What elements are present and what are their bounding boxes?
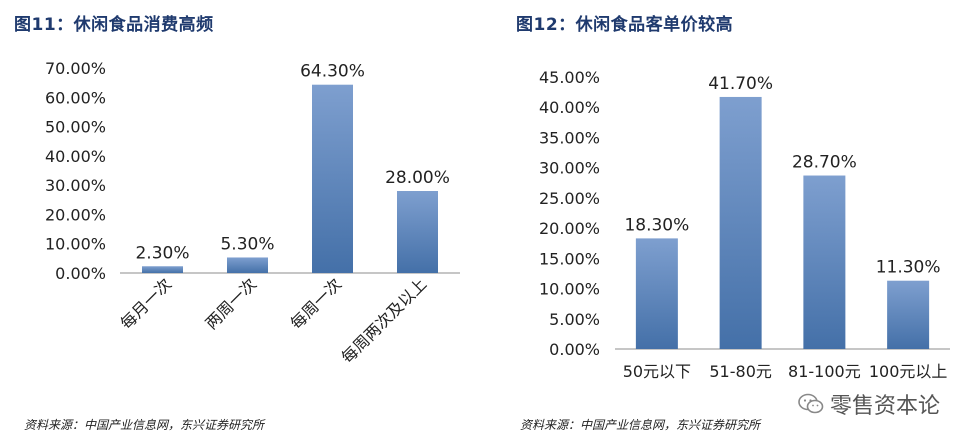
wechat-icon [798, 393, 824, 415]
chart2-bar [803, 175, 846, 349]
chart2-bar [719, 96, 762, 350]
chart2-category-label: 81-100元 [788, 362, 861, 381]
chart2-y-tick-label: 20.00% [539, 219, 600, 238]
watermark-text: 零售资本论 [830, 394, 941, 419]
chart2-category-label: 50元以下 [623, 362, 691, 381]
chart2-y-tick-label: 0.00% [549, 340, 600, 359]
chart1-y-tick-label: 20.00% [45, 205, 106, 224]
chart1-y-tick-label: 50.00% [45, 118, 106, 137]
chart1-data-label: 64.30% [300, 62, 365, 82]
chart1-category-label: 每周两次及以上 [338, 274, 431, 367]
chart1-y-tick-label: 10.00% [45, 235, 106, 254]
chart2-data-label: 11.30% [876, 258, 941, 278]
chart1-bar [312, 84, 353, 273]
chart1-y-tick-label: 70.00% [45, 59, 106, 78]
chart1-y-tick-label: 40.00% [45, 147, 106, 166]
chart2-y-tick-label: 30.00% [539, 159, 600, 178]
chart1-category-label: 每月一次 [117, 274, 176, 333]
chart2-y-tick-label: 10.00% [539, 280, 600, 299]
chart2-y-tick-label: 45.00% [539, 68, 600, 87]
chart1-bar [397, 191, 438, 273]
chart2-y-tick-label: 35.00% [539, 128, 600, 147]
chart2-y-tick-label: 15.00% [539, 249, 600, 268]
chart1-category-label: 每周一次 [287, 274, 346, 333]
chart2-data-label: 41.70% [708, 74, 773, 94]
chart2-y-tick-label: 5.00% [549, 310, 600, 329]
chart1-y-tick-label: 0.00% [55, 264, 106, 283]
chart2-bar [887, 280, 930, 349]
chart1-category-label: 两周一次 [202, 274, 261, 333]
chart2-data-label: 28.70% [792, 153, 857, 173]
figure-11-source: 资料来源：中国产业信息网，东兴证券研究所 [24, 418, 265, 432]
chart1-data-label: 2.30% [135, 243, 189, 263]
chart2-bar [635, 238, 678, 349]
chart2-data-label: 18.30% [624, 215, 689, 235]
chart1-y-tick-label: 30.00% [45, 176, 106, 195]
chart1-bar [142, 266, 183, 273]
chart1-data-label: 5.30% [220, 234, 274, 254]
figure-12-title: 图12：休闲食品客单价较高 [516, 15, 734, 35]
chart2-category-label: 51-80元 [709, 362, 772, 381]
figure-12-source: 资料来源：中国产业信息网，东兴证券研究所 [520, 418, 761, 432]
chart2-y-tick-label: 40.00% [539, 98, 600, 117]
chart1-data-label: 28.00% [385, 168, 450, 188]
chart2-y-tick-label: 25.00% [539, 189, 600, 208]
chart2-category-label: 100元以上 [869, 362, 948, 381]
figure-11-title: 图11：休闲食品消费高频 [14, 15, 214, 35]
chart1-bar [227, 257, 268, 273]
watermark: 零售资本论 [798, 388, 940, 420]
chart1-y-tick-label: 60.00% [45, 88, 106, 107]
